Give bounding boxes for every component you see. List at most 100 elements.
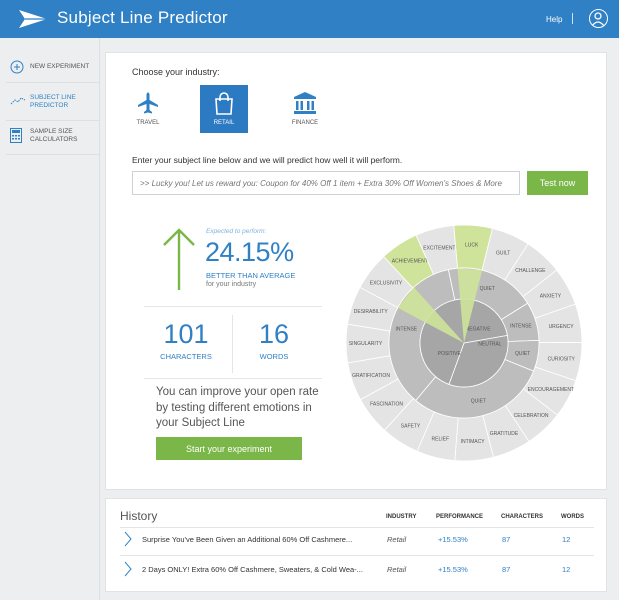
sidebar-item-sample-size-calculators[interactable]: SAMPLE SIZE CALCULATORS: [0, 128, 100, 146]
history-words: 12: [562, 565, 571, 574]
trend-line-icon: [10, 97, 26, 105]
history-industry: Retail: [387, 565, 407, 574]
sidebar-item-label: SAMPLE SIZE CALCULATORS: [30, 128, 78, 143]
column-header-characters: CHARACTERS: [501, 514, 543, 520]
history-words: 12: [562, 535, 571, 544]
choose-industry-label: Choose your industry:: [132, 67, 220, 77]
arrow-up-icon: [163, 228, 195, 290]
column-header-performance: PERFORMANCE: [436, 514, 484, 520]
plus-circle-icon: [10, 60, 24, 74]
history-industry: Retail: [387, 535, 407, 544]
wheel-label-curiosity: CURIOSITY: [548, 357, 576, 363]
characters-count: 101: [163, 319, 209, 349]
industry-label: FINANCE: [291, 120, 319, 126]
wheel-label-desirability: DESIRABILITY: [354, 309, 389, 315]
history-performance: +15.53%: [438, 565, 468, 574]
wheel-label-celebration: CELEBRATION: [514, 413, 549, 419]
wheel-inner-label: POSITIVE: [438, 351, 462, 357]
bank-icon: [294, 92, 316, 114]
top-bar: Subject Line Predictor Help: [0, 0, 619, 38]
paper-plane-logo-icon: [19, 10, 47, 28]
industry-option-finance[interactable]: FINANCE: [281, 85, 329, 133]
stats-divider: [232, 315, 233, 373]
wheel-label-excitement: EXCITEMENT: [423, 245, 455, 251]
sidebar-divider: [6, 82, 100, 83]
wheel-label-gratitude: GRATITUDE: [490, 431, 519, 437]
sidebar-divider: [6, 154, 100, 155]
history-characters: 87: [502, 565, 511, 574]
industry-option-travel[interactable]: TRAVEL: [124, 85, 172, 133]
stats-divider: [144, 378, 322, 379]
wheel-label-anxiety: ANXIETY: [540, 293, 562, 299]
help-link[interactable]: Help: [546, 15, 563, 24]
wheel-middle-label: QUIET: [515, 351, 530, 357]
wheel-label-safety: SAFETY: [401, 423, 421, 429]
history-subject: 2 Days ONLY! Extra 60% Off Cashmere, Swe…: [142, 565, 363, 574]
wheel-inner-label: NEGATIVE: [466, 327, 492, 333]
chevron-right-icon[interactable]: [124, 561, 132, 577]
wheel-middle-label: QUIET: [480, 286, 495, 292]
history-subject: Surprise You've Been Given an Additional…: [142, 535, 353, 544]
wheel-middle-label: QUIET: [471, 398, 486, 404]
predictor-card: Choose your industry: TRAVEL RETAIL FINA…: [105, 52, 607, 490]
wheel-label-relief: RELIEF: [432, 436, 450, 442]
sidebar-divider: [6, 120, 100, 121]
wheel-label-gratification: GRATIFICATION: [352, 373, 390, 379]
chevron-right-icon[interactable]: [124, 531, 132, 547]
subject-line-input[interactable]: [132, 171, 520, 195]
wheel-label-guilt: GUILT: [496, 250, 510, 256]
sidebar-item-subject-line-predictor[interactable]: SUBJECT LINE PREDICTOR: [0, 94, 100, 112]
history-panel: History INDUSTRY PERFORMANCE CHARACTERS …: [105, 498, 607, 592]
industry-label: TRAVEL: [136, 120, 160, 126]
wheel-label-intimacy: INTIMACY: [461, 439, 486, 445]
app-title: Subject Line Predictor: [57, 8, 228, 27]
wheel-middle-label: INTENSE: [510, 323, 532, 329]
words-count: 16: [258, 319, 290, 349]
sidebar-item-label: NEW EXPERIMENT: [30, 63, 90, 70]
emotion-wheel: LUCK GUILT CHALLENGE ANXIETY URGENCY CURIOSIT…: [345, 224, 583, 462]
wheel-label-fascination: FASCINATION: [370, 402, 403, 408]
wheel-label-exclusivity: EXCLUSIVITY: [370, 281, 403, 287]
better-than-average-label: BETTER THAN AVERAGE: [206, 271, 296, 280]
airplane-icon: [138, 92, 158, 114]
industry-label: RETAIL: [213, 120, 235, 126]
shopping-bag-icon: [215, 92, 233, 115]
sidebar-item-new-experiment[interactable]: NEW EXPERIMENT: [0, 60, 100, 74]
history-divider: [120, 527, 594, 528]
wheel-middle-label: INTENSE: [395, 326, 417, 332]
history-row[interactable]: Surprise You've Been Given an Additional…: [120, 528, 594, 552]
performance-percent: 24.15%: [205, 237, 294, 267]
wheel-label-encouragement: ENCOURAGEMENT: [528, 387, 574, 393]
calculator-icon: [10, 128, 22, 143]
wheel-label-luck: LUCK: [465, 243, 479, 249]
expected-label: Expected to perform:: [206, 228, 267, 235]
sidebar: NEW EXPERIMENT SUBJECT LINE PREDICTOR SA…: [0, 38, 100, 600]
history-performance: +15.53%: [438, 535, 468, 544]
words-label: WORDS: [259, 352, 289, 361]
wheel-label-urgency: URGENCY: [549, 324, 575, 330]
improve-text: You can improve your open rate by testin…: [156, 386, 319, 429]
history-characters: 87: [502, 535, 511, 544]
wheel-highlight-achievement-wedge: [397, 287, 464, 343]
column-header-industry: INDUSTRY: [386, 514, 417, 520]
header-separator: [572, 13, 573, 24]
wheel-highlight-luck-wedge: [457, 268, 483, 343]
history-row[interactable]: 2 Days ONLY! Extra 60% Off Cashmere, Swe…: [120, 558, 594, 582]
subject-line-instructions: Enter your subject line below and we wil…: [132, 155, 403, 165]
wheel-inner-positive: [448, 334, 509, 388]
column-header-words: WORDS: [561, 514, 584, 520]
history-divider: [120, 555, 594, 556]
wheel-label-singularity: SINGULARITY: [349, 341, 383, 347]
industry-note: for your industry: [206, 281, 257, 288]
sidebar-item-label: SUBJECT LINE PREDICTOR: [30, 94, 76, 109]
stats-divider: [144, 306, 322, 307]
industry-option-retail[interactable]: RETAIL: [200, 85, 248, 133]
wheel-label-challenge: CHALLENGE: [515, 268, 546, 274]
wheel-label-achievement: ACHIEVEMENT: [392, 259, 428, 265]
characters-label: CHARACTERS: [160, 352, 212, 361]
start-experiment-button[interactable]: Start your experiment: [156, 437, 302, 460]
wheel-inner-label: NEUTRAL: [478, 342, 502, 348]
test-now-button[interactable]: Test now: [527, 171, 588, 195]
user-avatar-icon[interactable]: [589, 9, 608, 28]
history-title: History: [120, 509, 158, 523]
